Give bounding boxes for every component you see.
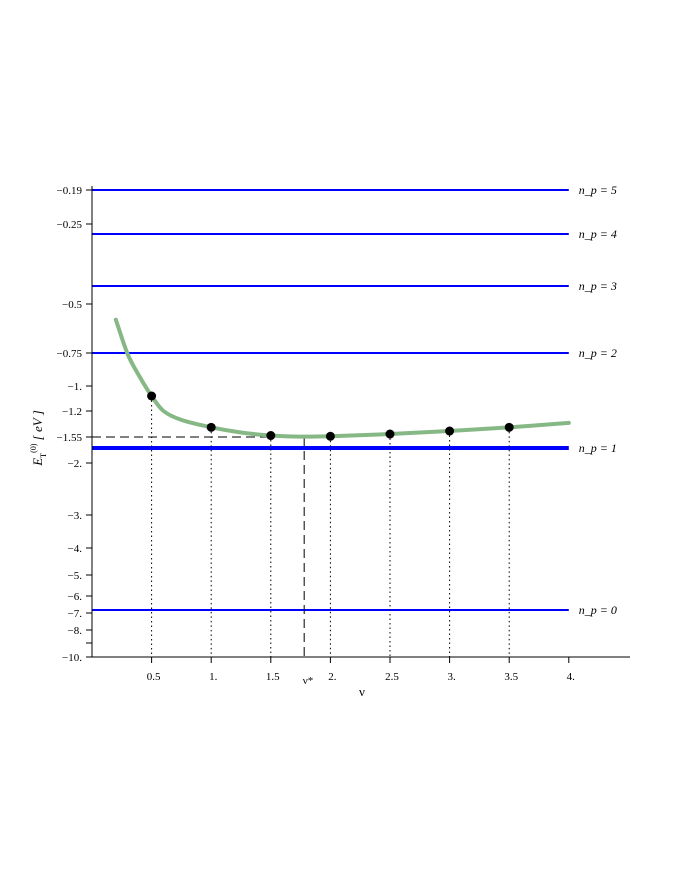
x-tick-label: 0.5 [147,671,161,683]
x-tick-label: 4. [567,671,576,683]
x-tick-label: 1.5 [266,671,280,683]
x-ticks: 0.5 1. 1.5 2. 2.5 3. 3.5 4. [147,657,575,683]
x-tick-label: 3.5 [504,671,518,683]
y-tick-label: −10. [62,652,82,664]
level-label-n5: n_p = 5 [579,183,617,197]
data-point [385,429,395,439]
x-tick-label: 3. [447,671,456,683]
guide-lines [92,396,510,657]
y-tick-label: −6. [68,591,83,603]
energy-curve [113,317,571,439]
y-tick-label: −0.75 [57,348,83,360]
level-label-n1: n_p = 1 [579,441,617,455]
y-tick-label: −5. [68,570,83,582]
level-label-n3: n_p = 3 [579,279,617,293]
x-tick-label: 2.5 [385,671,399,683]
data-point [266,431,276,441]
level-label-n2: n_p = 2 [579,346,617,360]
data-points [147,391,514,441]
y-tick-label: −3. [68,510,83,522]
data-point [504,422,514,432]
minimum-x-label: ν* [303,675,313,687]
data-point [325,431,335,441]
level-label-n0: n_p = 0 [579,603,617,617]
y-axis-title: ET(0) [ eV ] [29,410,48,467]
y-tick-label: −1.55 [57,432,83,444]
x-tick-label: 1. [209,671,218,683]
x-axis-title: ν [359,684,365,699]
data-point [147,391,157,401]
energy-levels: n_p = 5 n_p = 4 n_p = 3 n_p = 2 n_p = 1 n_p =… [92,183,617,617]
x-tick-label: 2. [328,671,337,683]
y-tick-label: −0.19 [57,185,83,197]
y-tick-label: −0.25 [57,219,83,231]
data-point [206,422,216,432]
y-ticks: −0.19 −0.25 −0.5 −0.75 −1. −1.2 −1.55 −2. −3. −4.… [57,185,92,664]
y-tick-label: −1.2 [62,406,82,418]
y-tick-label: −1. [68,381,83,393]
energy-curve-group [113,317,571,439]
y-tick-label: −0.5 [62,299,82,311]
axes [91,186,630,658]
y-tick-label: −7. [68,608,83,620]
y-tick-label: −4. [68,543,83,555]
y-tick-label: −8. [68,625,83,637]
data-point [445,426,455,436]
y-tick-label: −2. [68,458,83,470]
level-label-n4: n_p = 4 [579,227,617,241]
